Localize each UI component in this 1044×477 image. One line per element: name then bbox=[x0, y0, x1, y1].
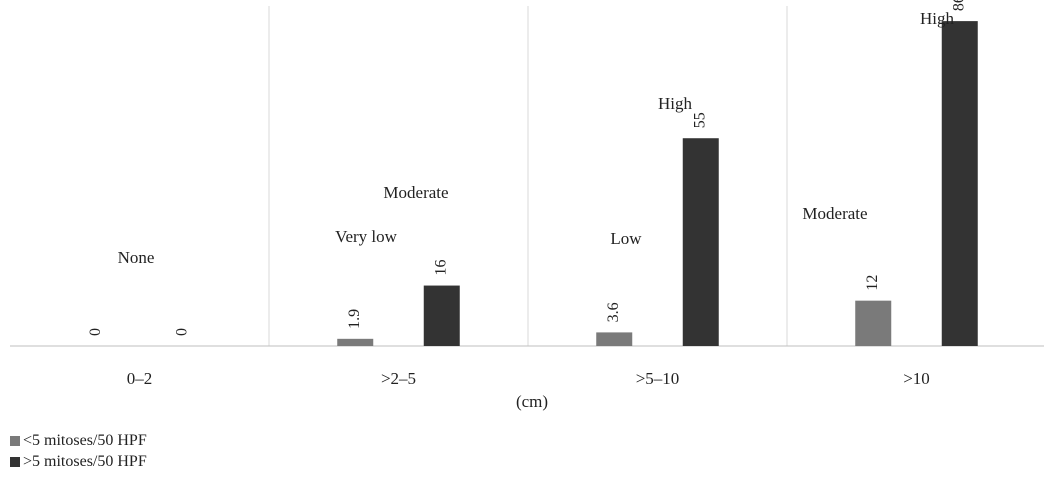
legend: <5 mitoses/50 HPF >5 mitoses/50 HPF bbox=[10, 430, 147, 472]
risk-label-10-0: Moderate bbox=[802, 204, 867, 223]
legend-swatch-low-mitoses bbox=[10, 435, 20, 446]
data-label-series0-5-10: 3.6 bbox=[605, 302, 622, 322]
x-axis-label: (cm) bbox=[516, 392, 548, 411]
data-label-series0-0-2: 0 bbox=[87, 328, 104, 336]
risk-label-0-2-0: None bbox=[118, 248, 155, 267]
bar-series0-2-5 bbox=[337, 338, 374, 346]
chart: 0–2 0 0 >2–5 1.9 16 >5–10 3.6 55 >10 12 86 None Very … bbox=[10, 0, 1044, 411]
legend-label-high-mitoses: >5 mitoses/50 HPF bbox=[23, 453, 147, 470]
legend-item-high-mitoses: >5 mitoses/50 HPF bbox=[10, 451, 147, 472]
risk-label-5-10-1: High bbox=[658, 94, 693, 113]
data-label-series0-2-5: 1.9 bbox=[346, 309, 363, 329]
data-label-series0-10: 12 bbox=[864, 275, 881, 291]
bar-series1-2-5 bbox=[423, 285, 460, 346]
data-label-series1-5-10: 55 bbox=[691, 112, 708, 128]
bar-series0-10 bbox=[855, 300, 892, 346]
legend-label-low-mitoses: <5 mitoses/50 HPF bbox=[23, 432, 147, 449]
legend-item-low-mitoses: <5 mitoses/50 HPF bbox=[10, 430, 147, 451]
risk-label-2-5-1: Moderate bbox=[383, 183, 448, 202]
risk-label-10-1: High bbox=[920, 9, 955, 28]
x-tick-label-5-10: >5–10 bbox=[636, 369, 680, 388]
data-label-series1-0-2: 0 bbox=[173, 328, 190, 336]
risk-label-2-5-0: Very low bbox=[335, 227, 398, 246]
legend-swatch-high-mitoses bbox=[10, 456, 20, 467]
risk-label-5-10-0: Low bbox=[610, 229, 642, 248]
x-tick-label-10: >10 bbox=[903, 369, 930, 388]
bar-series1-10 bbox=[941, 21, 978, 346]
x-tick-label-0-2: 0–2 bbox=[127, 369, 153, 388]
bar-series0-5-10 bbox=[596, 332, 633, 346]
data-label-series1-2-5: 16 bbox=[432, 260, 449, 276]
x-tick-label-2-5: >2–5 bbox=[381, 369, 416, 388]
plot-area: 0–2 0 0 >2–5 1.9 16 >5–10 3.6 55 >10 12 86 None Very … bbox=[10, 0, 1044, 388]
data-label-series1-10: 86 bbox=[950, 0, 967, 11]
bar-series1-5-10 bbox=[682, 138, 719, 346]
